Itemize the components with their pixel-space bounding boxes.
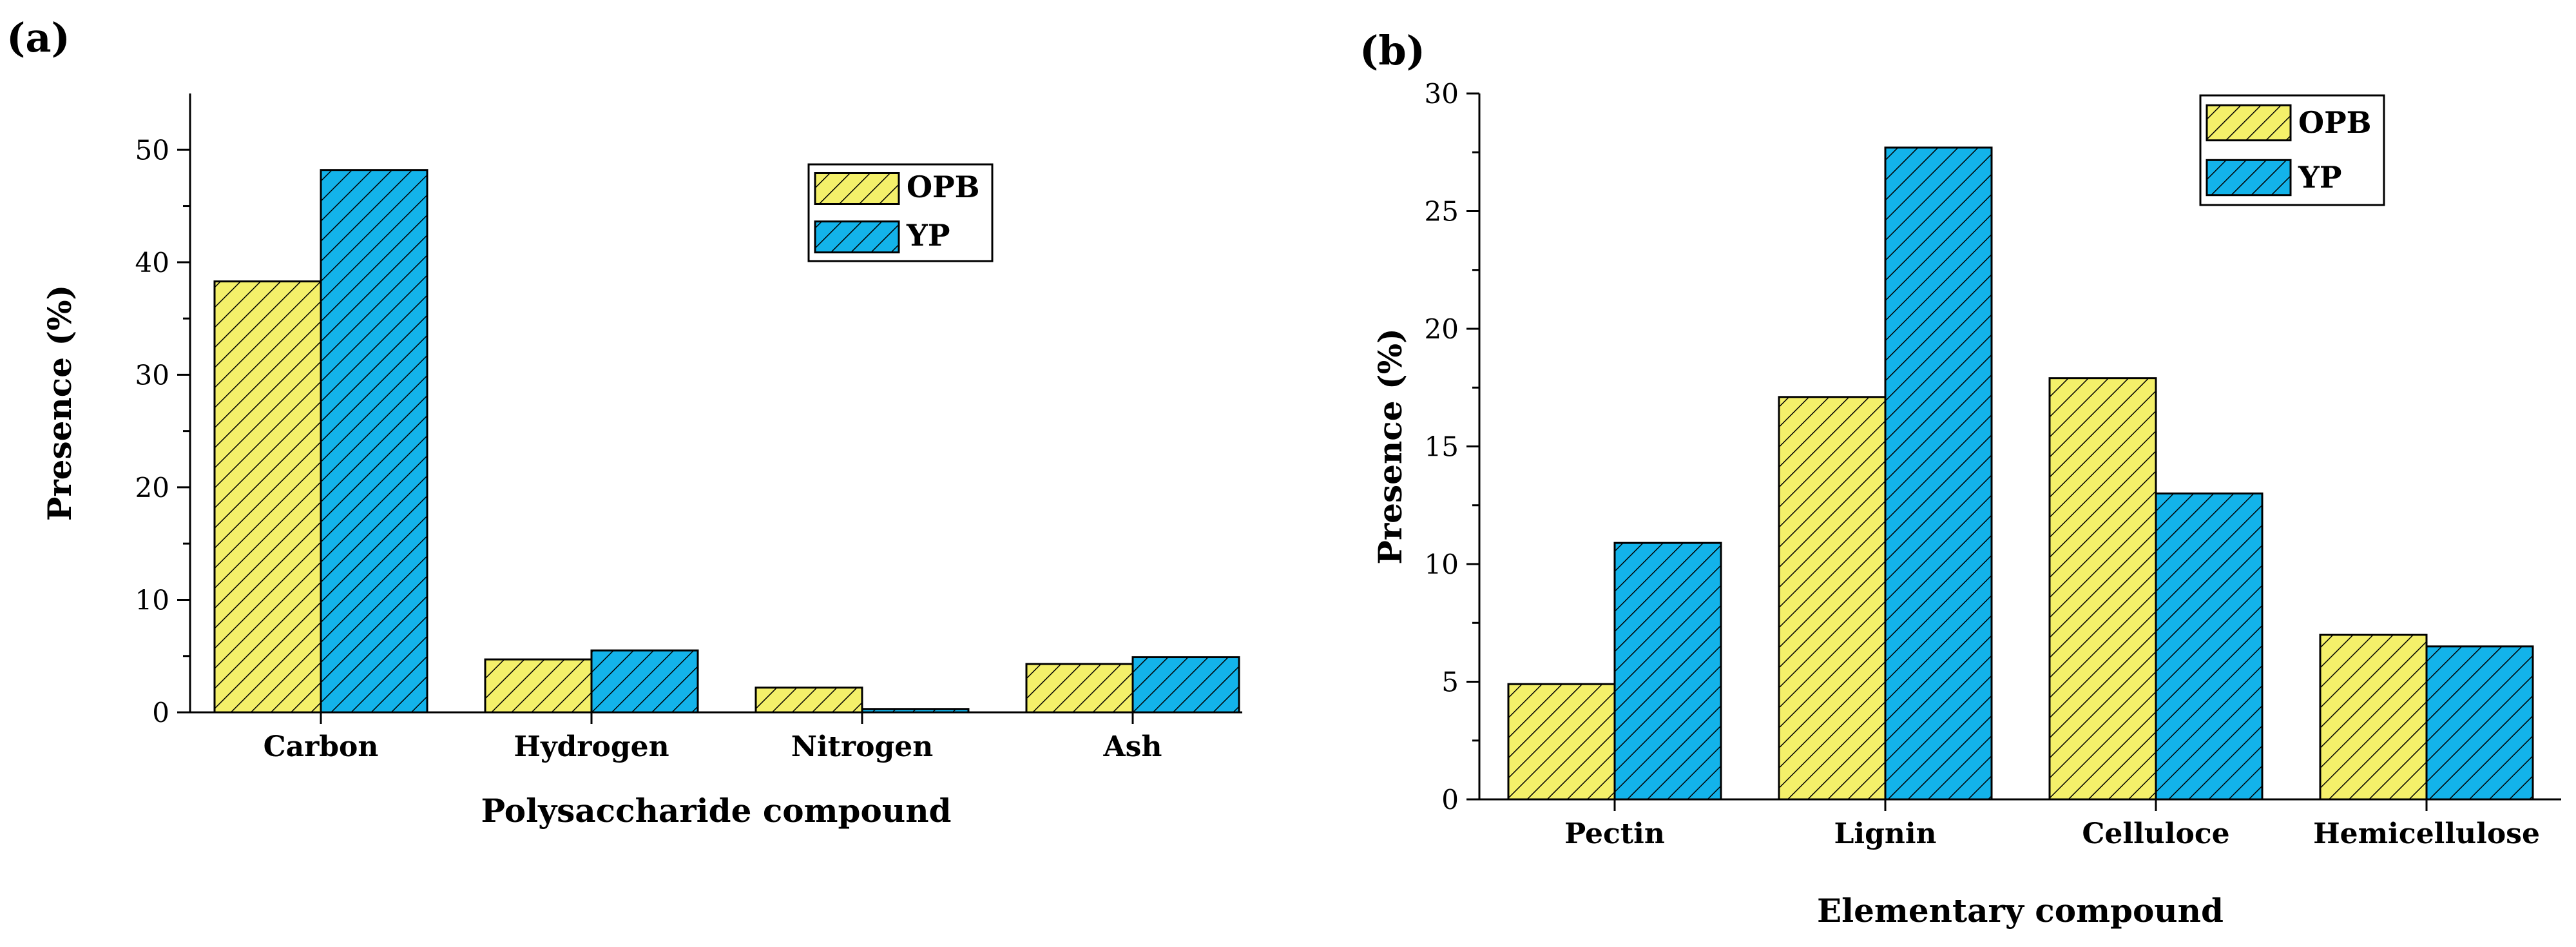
- bar-yp-hydrogen: [590, 649, 699, 714]
- panel-a-chart: (a) Carbon Hydrogen Nitrogen Ash 0 10 20 30 40 50 P…: [6, 14, 1242, 830]
- bar-opb-lignin: [1778, 396, 1887, 801]
- bar-yp-celluloce: [2155, 493, 2264, 801]
- bar-opb-ash: [1025, 663, 1134, 714]
- bar-opb-carbon: [213, 280, 322, 714]
- y-tick-label: 15: [1425, 431, 1459, 463]
- panel-label: (a): [6, 14, 70, 61]
- x-tick-label: Celluloce: [2082, 817, 2229, 850]
- x-tick-label: Lignin: [1834, 817, 1936, 850]
- y-tick-label: 0: [1441, 784, 1459, 815]
- bar-opb-pectin: [1507, 683, 1616, 801]
- x-tick-label: Pectin: [1564, 817, 1665, 850]
- bar-opb-celluloce: [2048, 377, 2157, 801]
- y-tick-label: 0: [152, 697, 169, 728]
- y-tick-label: 30: [1425, 78, 1459, 110]
- y-axis-title: Presence (%): [41, 285, 79, 522]
- legend-label-yp: YP: [906, 218, 950, 253]
- y-tick-label: 30: [135, 359, 169, 391]
- y-tick-label: 5: [1441, 667, 1459, 698]
- bar-opb-hemicellulose: [2319, 634, 2428, 801]
- legend-swatch-opb: [2206, 104, 2292, 142]
- legend-swatch-yp: [2206, 159, 2292, 197]
- y-tick-label: 20: [1425, 313, 1459, 345]
- y-tick-label: 20: [135, 472, 169, 503]
- x-axis-title: Polysaccharide compound: [481, 792, 951, 830]
- panel-label: (b): [1360, 27, 1425, 74]
- panel-b-chart: (b) Pectin Lignin Celluloce Hemicellulose 0 5 1…: [1360, 27, 2561, 930]
- legend-swatch-opb: [814, 172, 900, 205]
- y-tick-label: 10: [1425, 549, 1459, 580]
- x-tick-label: Hydrogen: [514, 730, 669, 763]
- y-tick-label: 50: [135, 134, 169, 166]
- x-axis-title: Elementary compound: [1817, 892, 2224, 930]
- legend-swatch-yp: [814, 220, 900, 253]
- y-axis-title: Presence (%): [1371, 328, 1409, 565]
- x-tick-label: Hemicellulose: [2313, 817, 2540, 850]
- y-tick-label: 40: [135, 247, 169, 278]
- legend-label-opb: OPB: [907, 170, 980, 204]
- legend-label-opb: OPB: [2298, 105, 2372, 140]
- x-tick-label: Carbon: [264, 730, 379, 763]
- x-tick-label: Ash: [1103, 730, 1162, 763]
- bar-yp-carbon: [320, 169, 428, 714]
- bar-yp-hemicellulose: [2425, 645, 2534, 801]
- x-tick-label: Nitrogen: [791, 730, 934, 763]
- bar-yp-pectin: [1613, 542, 1722, 801]
- bar-yp-lignin: [1884, 146, 1993, 801]
- bar-opb-nitrogen: [755, 687, 863, 714]
- bar-yp-ash: [1131, 656, 1240, 714]
- y-tick-label: 25: [1425, 196, 1459, 228]
- legend-label-yp: YP: [2298, 160, 2341, 195]
- y-tick-label: 10: [135, 584, 169, 616]
- bar-opb-hydrogen: [484, 658, 593, 714]
